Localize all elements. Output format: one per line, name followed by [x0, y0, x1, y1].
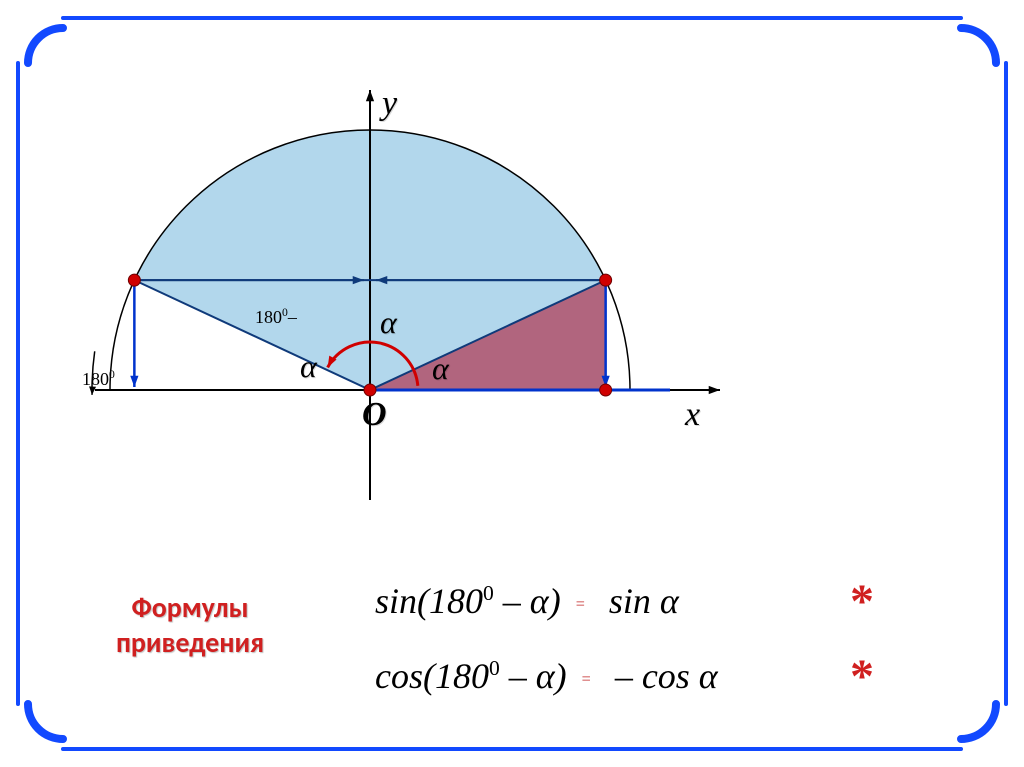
sin-lhs-2: – α)	[494, 581, 561, 621]
y-axis-label: y	[382, 85, 397, 123]
asterisk-2: *	[850, 649, 874, 704]
alpha-left-label: α	[300, 348, 317, 385]
cos-rhs: – cos α	[615, 656, 718, 696]
title-line1: Формулы	[131, 590, 248, 625]
sin-lhs-1: sin(180	[375, 581, 483, 621]
asterisk-1: *	[850, 574, 874, 629]
alpha-top-label: α	[380, 304, 397, 341]
sin-rhs: sin α	[609, 581, 679, 621]
title-line2: приведения	[116, 625, 264, 660]
alpha-right-label: α	[432, 350, 449, 387]
eq-2: =	[582, 670, 591, 689]
cos-lhs-2: – α)	[500, 656, 567, 696]
x-axis-label: x	[685, 396, 700, 434]
one80-minus-label: 1800–	[255, 306, 297, 328]
cos-lhs-1: cos(180	[375, 656, 489, 696]
formula-cos: cos(1800 – α) = – cos α	[375, 655, 718, 697]
eq-1: =	[576, 595, 585, 614]
formula-sin: sin(1800 – α) = sin α	[375, 580, 679, 622]
unit-circle-diagram	[60, 30, 800, 550]
origin-label: O	[362, 396, 387, 434]
one80-label: 1800	[82, 368, 115, 390]
formulas-title: Формулы приведения	[90, 590, 290, 660]
